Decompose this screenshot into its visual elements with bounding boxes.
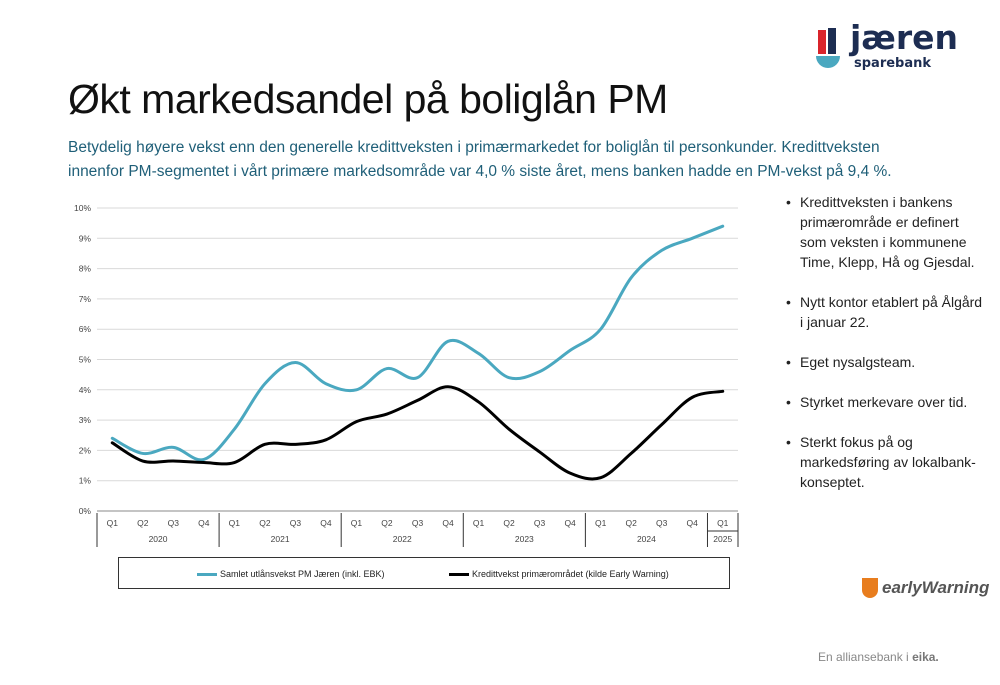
bullet-item: Nytt kontor etablert på Ålgård i januar … bbox=[786, 292, 986, 332]
page-subtitle: Betydelig høyere vekst enn den generelle… bbox=[68, 139, 892, 180]
x-tick-label: Q1 bbox=[229, 518, 241, 528]
x-tick-label: Q1 bbox=[473, 518, 485, 528]
early-warning-shield-icon bbox=[862, 578, 878, 598]
early-warning-logo-text: earlyWarning bbox=[882, 578, 990, 597]
bullet-item: Styrket merkevare over tid. bbox=[786, 392, 986, 412]
bullet-item: Eget nysalgsteam. bbox=[786, 352, 986, 372]
series-line-pm-jaeren bbox=[110, 224, 725, 462]
footer-alliance: En alliansebank i eika. bbox=[818, 650, 939, 664]
x-tick-label: Q4 bbox=[687, 518, 699, 528]
y-tick-label: 3% bbox=[79, 415, 92, 425]
year-label: 2024 bbox=[637, 534, 656, 544]
legend-label-pm-jaeren: Samlet utlånsvekst PM Jæren (inkl. EBK) bbox=[220, 569, 385, 579]
y-tick-label: 4% bbox=[79, 385, 92, 395]
bullet-list: Kredittveksten i bankens primærområde er… bbox=[786, 192, 986, 512]
y-tick-label: 7% bbox=[79, 294, 92, 304]
brand-sub: sparebank bbox=[854, 56, 932, 71]
page-title: Økt markedsandel på boliglån PM bbox=[68, 76, 668, 122]
x-tick-label: Q4 bbox=[320, 518, 332, 528]
x-tick-label: Q2 bbox=[381, 518, 393, 528]
year-label: 2020 bbox=[149, 534, 168, 544]
x-tick-label: Q2 bbox=[625, 518, 637, 528]
x-tick-label: Q1 bbox=[717, 518, 729, 528]
brand-name: jæren bbox=[850, 18, 959, 57]
jaren-logo-mark-icon bbox=[816, 28, 840, 68]
x-tick-label: Q4 bbox=[198, 518, 210, 528]
legend-swatch-pm-jaeren bbox=[197, 572, 217, 576]
early-warning-logo: earlyWarning bbox=[862, 578, 989, 598]
x-tick-label: Q3 bbox=[412, 518, 424, 528]
y-tick-label: 8% bbox=[79, 264, 92, 274]
y-tick-label: 2% bbox=[79, 445, 92, 455]
year-label: 2021 bbox=[271, 534, 290, 544]
y-tick-label: 10% bbox=[74, 203, 91, 213]
y-tick-label: 6% bbox=[79, 324, 92, 334]
legend-swatch-primary-area bbox=[449, 572, 469, 576]
x-tick-label: Q3 bbox=[290, 518, 302, 528]
year-label: 2023 bbox=[515, 534, 534, 544]
x-tick-label: Q4 bbox=[442, 518, 454, 528]
x-tick-label: Q1 bbox=[107, 518, 119, 528]
x-tick-label: Q2 bbox=[259, 518, 271, 528]
eika-logo: eika. bbox=[912, 650, 939, 664]
y-tick-label: 0% bbox=[79, 506, 92, 516]
legend-item-pm-jaeren: Samlet utlånsvekst PM Jæren (inkl. EBK) bbox=[197, 569, 385, 579]
x-tick-label: Q1 bbox=[595, 518, 607, 528]
legend-item-primary-area: Kredittvekst primærområdet (kilde Early … bbox=[449, 569, 669, 579]
y-tick-label: 1% bbox=[79, 476, 92, 486]
y-tick-label: 9% bbox=[79, 233, 92, 243]
year-label: 2025 bbox=[713, 534, 732, 544]
x-tick-label: Q2 bbox=[503, 518, 515, 528]
bullet-item: Sterkt fokus på og markedsføring av loka… bbox=[786, 432, 986, 492]
legend-label-primary-area: Kredittvekst primærområdet (kilde Early … bbox=[472, 569, 669, 579]
x-tick-label: Q2 bbox=[137, 518, 149, 528]
series-line-primary-area bbox=[110, 385, 725, 481]
chart-legend: Samlet utlånsvekst PM Jæren (inkl. EBK) … bbox=[118, 557, 730, 589]
x-tick-label: Q1 bbox=[351, 518, 363, 528]
bullet-item: Kredittveksten i bankens primærområde er… bbox=[786, 192, 986, 272]
y-tick-label: 5% bbox=[79, 355, 92, 365]
year-label: 2022 bbox=[393, 534, 412, 544]
line-chart: 0% 1% 2% 3% 4% 5% 6% 7% 8% 9% 10% Q1 Q2 Q3 Q4 Q1 Q2 Q3 Q4 Q… bbox=[74, 203, 739, 547]
x-tick-label: Q3 bbox=[534, 518, 546, 528]
x-tick-label: Q4 bbox=[564, 518, 576, 528]
jaren-sparebank-logo: jæren sparebank bbox=[814, 18, 958, 74]
footer-text: En alliansebank i bbox=[818, 650, 909, 664]
x-tick-label: Q3 bbox=[168, 518, 180, 528]
x-tick-label: Q3 bbox=[656, 518, 668, 528]
